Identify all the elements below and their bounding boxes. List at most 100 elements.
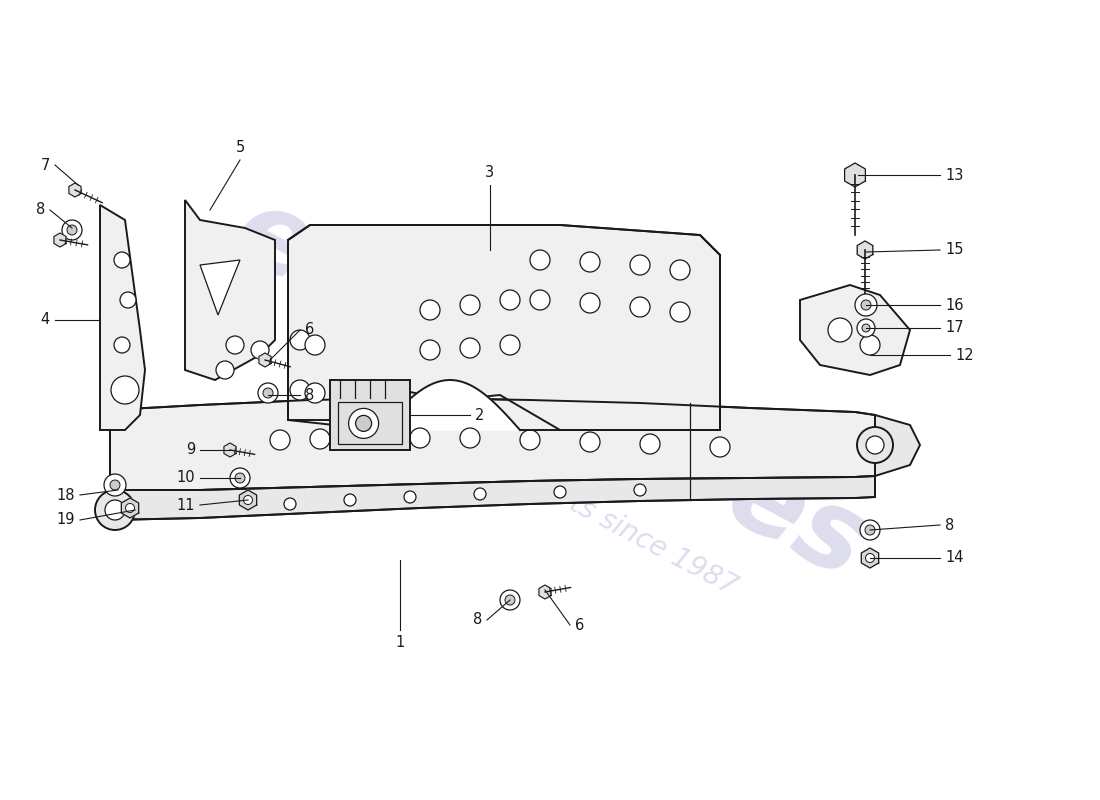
Text: eurospares: eurospares xyxy=(214,178,886,602)
Circle shape xyxy=(460,295,480,315)
Polygon shape xyxy=(240,490,256,510)
Circle shape xyxy=(860,335,880,355)
Circle shape xyxy=(284,498,296,510)
Polygon shape xyxy=(800,285,910,375)
Text: 19: 19 xyxy=(56,513,75,527)
Circle shape xyxy=(104,500,125,520)
Polygon shape xyxy=(100,205,145,430)
Text: 8: 8 xyxy=(305,387,315,402)
Circle shape xyxy=(630,297,650,317)
Text: 8: 8 xyxy=(473,613,482,627)
Circle shape xyxy=(630,255,650,275)
Text: 6: 6 xyxy=(575,618,584,633)
Circle shape xyxy=(305,383,324,403)
Circle shape xyxy=(530,250,550,270)
Text: 10: 10 xyxy=(176,470,195,486)
Text: 18: 18 xyxy=(56,487,75,502)
Circle shape xyxy=(125,503,134,513)
Circle shape xyxy=(120,292,136,308)
Polygon shape xyxy=(185,200,275,380)
Circle shape xyxy=(857,319,874,337)
Circle shape xyxy=(263,388,273,398)
Circle shape xyxy=(554,486,566,498)
Circle shape xyxy=(290,380,310,400)
Text: 1: 1 xyxy=(395,635,405,650)
Circle shape xyxy=(460,428,480,448)
Circle shape xyxy=(505,595,515,605)
Polygon shape xyxy=(874,415,920,476)
Polygon shape xyxy=(861,548,879,568)
Circle shape xyxy=(865,525,874,535)
Text: 5: 5 xyxy=(235,140,244,155)
Circle shape xyxy=(235,473,245,483)
Circle shape xyxy=(670,260,690,280)
Circle shape xyxy=(67,225,77,235)
Circle shape xyxy=(243,495,253,505)
Bar xyxy=(330,380,410,450)
Text: 14: 14 xyxy=(945,550,964,566)
Circle shape xyxy=(828,318,852,342)
Text: 9: 9 xyxy=(186,442,195,458)
Circle shape xyxy=(857,427,893,463)
Text: 7: 7 xyxy=(41,158,50,173)
Circle shape xyxy=(410,428,430,448)
Circle shape xyxy=(230,468,250,488)
Polygon shape xyxy=(224,443,236,457)
Circle shape xyxy=(500,290,520,310)
Text: 11: 11 xyxy=(176,498,195,513)
Circle shape xyxy=(258,383,278,403)
Circle shape xyxy=(855,294,877,316)
Circle shape xyxy=(670,302,690,322)
Circle shape xyxy=(500,590,520,610)
Polygon shape xyxy=(69,183,81,197)
Text: 3: 3 xyxy=(485,165,495,180)
Polygon shape xyxy=(258,353,271,367)
Circle shape xyxy=(866,436,884,454)
Polygon shape xyxy=(200,260,240,315)
Circle shape xyxy=(355,415,372,431)
Circle shape xyxy=(710,437,730,457)
Circle shape xyxy=(866,554,874,562)
Polygon shape xyxy=(110,398,875,490)
Polygon shape xyxy=(379,380,520,430)
Text: 2: 2 xyxy=(475,407,484,422)
Circle shape xyxy=(344,494,356,506)
Circle shape xyxy=(520,430,540,450)
Circle shape xyxy=(861,300,871,310)
Circle shape xyxy=(862,324,870,332)
Text: 17: 17 xyxy=(945,321,964,335)
Circle shape xyxy=(349,408,378,438)
Circle shape xyxy=(640,434,660,454)
Circle shape xyxy=(360,428,379,448)
Circle shape xyxy=(111,376,139,404)
Circle shape xyxy=(310,429,330,449)
Circle shape xyxy=(580,293,600,313)
Circle shape xyxy=(580,252,600,272)
Circle shape xyxy=(270,430,290,450)
Circle shape xyxy=(474,488,486,500)
Circle shape xyxy=(114,337,130,353)
Circle shape xyxy=(305,335,324,355)
Text: 15: 15 xyxy=(945,242,964,258)
Circle shape xyxy=(634,484,646,496)
Circle shape xyxy=(104,474,126,496)
Text: 16: 16 xyxy=(945,298,964,313)
Polygon shape xyxy=(857,241,872,259)
Text: 8: 8 xyxy=(945,518,955,533)
Polygon shape xyxy=(539,585,551,599)
Circle shape xyxy=(251,341,270,359)
Circle shape xyxy=(500,335,520,355)
Circle shape xyxy=(460,338,480,358)
Text: 12: 12 xyxy=(955,347,974,362)
Circle shape xyxy=(290,330,310,350)
Circle shape xyxy=(530,290,550,310)
Circle shape xyxy=(216,361,234,379)
Polygon shape xyxy=(288,225,720,430)
Text: 13: 13 xyxy=(945,167,964,182)
Text: 6: 6 xyxy=(305,322,315,338)
Polygon shape xyxy=(54,233,66,247)
Circle shape xyxy=(95,490,135,530)
Circle shape xyxy=(226,336,244,354)
Text: a passion for parts since 1987: a passion for parts since 1987 xyxy=(359,379,741,601)
Bar xyxy=(338,402,402,444)
